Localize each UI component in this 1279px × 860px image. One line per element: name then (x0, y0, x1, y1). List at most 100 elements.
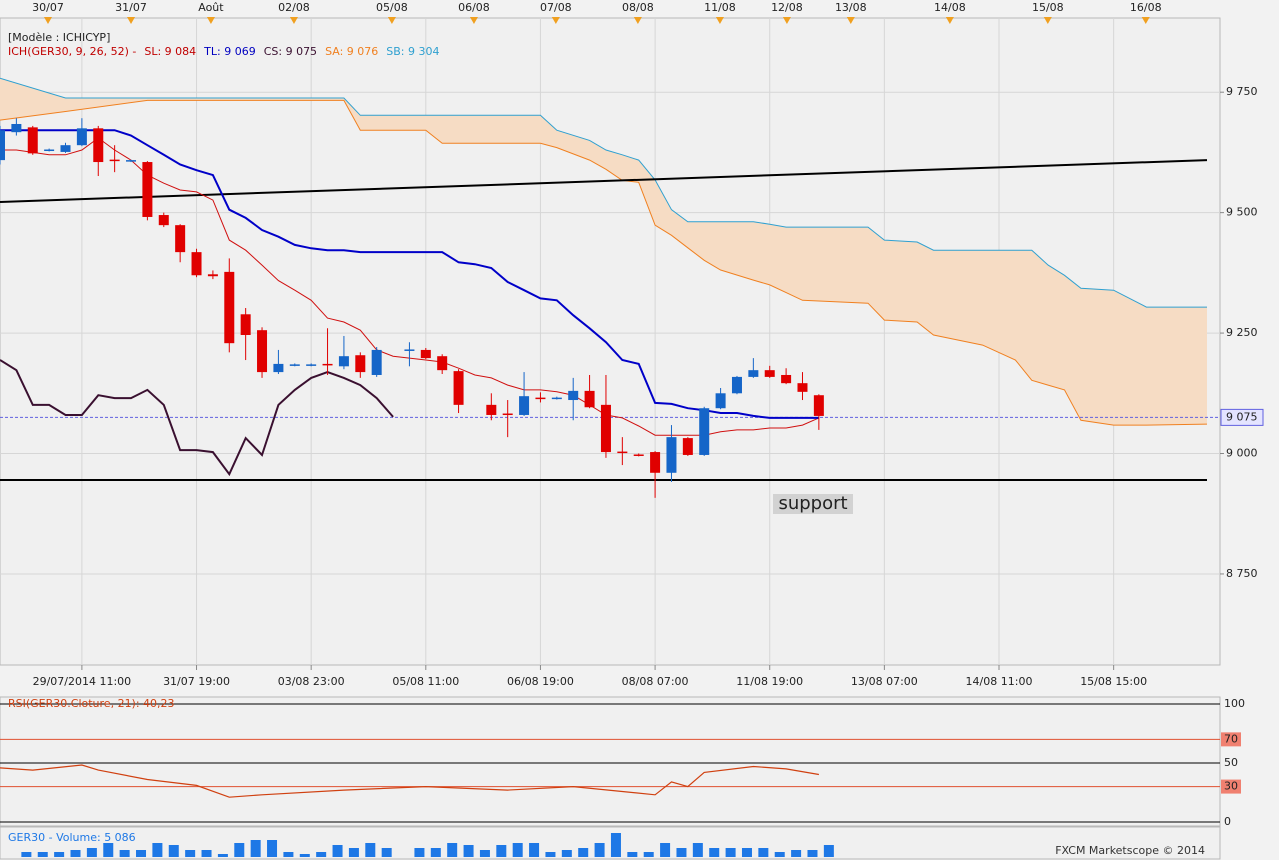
candle-body (748, 370, 759, 377)
volume-bar (447, 843, 458, 857)
candle-body (453, 371, 464, 405)
candle-body (306, 364, 317, 366)
volume-bar (103, 843, 114, 857)
volume-bar (299, 854, 310, 857)
top-tick-label: Août (198, 1, 224, 14)
top-tick-label: 02/08 (278, 1, 310, 14)
candle-body (650, 452, 661, 473)
volume-bar (86, 848, 97, 857)
volume-bar (348, 848, 359, 857)
top-tick-marker (206, 17, 215, 24)
volume-bar (578, 848, 589, 857)
annotation: support (778, 493, 847, 514)
candle-body (224, 271, 235, 344)
top-tick-label: 31/07 (115, 1, 147, 14)
volume-bar (201, 850, 212, 857)
candle-body (273, 363, 284, 373)
top-tick-marker (43, 17, 52, 24)
x-tick-label: 03/08 23:00 (278, 675, 345, 688)
legend-entry: ICH(GER30, 9, 26, 52) - (8, 45, 136, 58)
x-tick-label: 05/08 11:00 (392, 675, 459, 688)
volume-bar (758, 848, 769, 857)
volume-bar (512, 843, 523, 857)
candle-body (781, 374, 792, 384)
volume-bar (54, 852, 65, 857)
volume-bar (610, 833, 621, 857)
candle-body (44, 149, 55, 152)
top-tick-label: 14/08 (934, 1, 966, 14)
volume-bar (774, 852, 785, 857)
rsi-panel (0, 696, 1221, 827)
volume-bar (791, 850, 802, 857)
candle-body (0, 130, 5, 161)
model-label: [Modèle : ICHICYP] (8, 31, 110, 44)
candle-body (600, 404, 611, 453)
volume-bar (332, 845, 343, 857)
y-tick-label: 9 750 (1226, 85, 1258, 98)
volume-bar (37, 852, 48, 857)
candle-body (11, 123, 22, 133)
top-tick-label: 08/08 (622, 1, 654, 14)
volume-label: GER30 - Volume: 5 086 (8, 831, 136, 844)
top-tick-label: 11/08 (704, 1, 736, 14)
top-tick-label: 05/08 (376, 1, 408, 14)
volume-bar (283, 852, 294, 857)
top-tick-marker (715, 17, 724, 24)
y-tick-label: 9 000 (1226, 447, 1258, 460)
volume-bar (119, 850, 130, 857)
candle-body (93, 128, 104, 163)
candle-body (699, 408, 710, 455)
candle-body (535, 397, 546, 400)
volume-bar (136, 850, 147, 857)
cloud-sa-line (0, 99, 1208, 426)
candle-body (633, 454, 644, 456)
volume-bar (823, 845, 834, 857)
candle-body (797, 383, 808, 392)
volume-bar (21, 852, 32, 857)
volume-bar (267, 840, 278, 857)
top-tick-label: 06/08 (458, 1, 490, 14)
rsi-line (0, 764, 820, 798)
top-tick-label: 07/08 (540, 1, 572, 14)
level-box (1221, 732, 1241, 747)
candle-body (191, 252, 202, 276)
legend-entry: SA: 9 076 (325, 45, 378, 58)
candle-body (764, 370, 775, 377)
x-tick-label: 08/08 07:00 (622, 675, 689, 688)
trendline (0, 159, 1208, 203)
top-tick-marker (1043, 17, 1052, 24)
top-tick-marker (945, 17, 954, 24)
volume-bar (479, 850, 490, 857)
annotation-box (773, 494, 853, 514)
x-tick-label: 06/08 19:00 (507, 675, 574, 688)
volume-bar (741, 848, 752, 857)
volume-bar (660, 843, 671, 857)
volume-bar (692, 843, 703, 857)
volume-bar (643, 852, 654, 857)
x-tick-label: 31/07 19:00 (163, 675, 230, 688)
volume-bar (545, 852, 556, 857)
indicator-line (0, 129, 819, 419)
current-price-box (1220, 408, 1264, 426)
level-box (1221, 779, 1241, 794)
footer: FXCM Marketscope © 2014 (1055, 844, 1205, 857)
top-tick-marker (551, 17, 560, 24)
candle-body (207, 274, 218, 277)
rsi-label: RSI(GER30.Cloture, 21): 40,23 (8, 697, 175, 710)
candle-body (715, 393, 726, 409)
volume-bar (725, 848, 736, 857)
top-tick-marker (633, 17, 642, 24)
volume-bar (217, 854, 228, 857)
volume-bar (70, 850, 81, 857)
top-tick-label: 30/07 (32, 1, 64, 14)
y-tick-label: 70 (1224, 732, 1238, 745)
volume-bar (594, 843, 605, 857)
volume-bar (627, 852, 638, 857)
candle-body (355, 355, 366, 373)
candle-body (666, 437, 677, 473)
top-tick-marker (1141, 17, 1150, 24)
top-tick-label: 16/08 (1130, 1, 1162, 14)
y-tick-label: 100 (1224, 697, 1245, 710)
